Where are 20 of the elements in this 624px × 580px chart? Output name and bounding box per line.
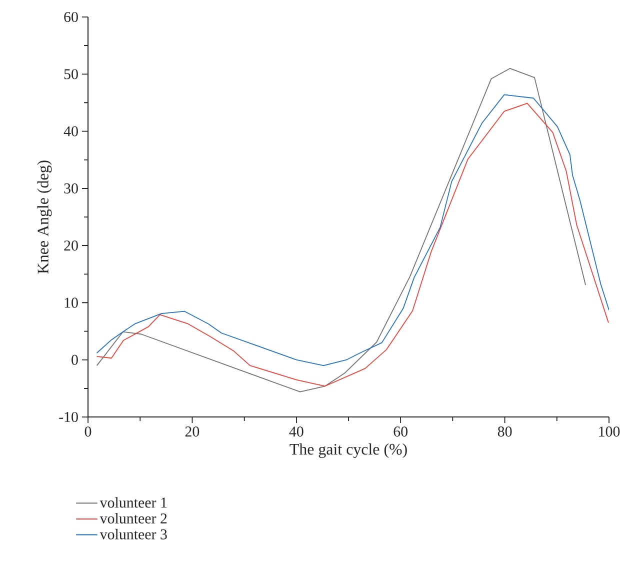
x-tick-label: 100 [599,426,620,437]
y-tick-label: 40 [64,126,78,136]
y-tick-label: 30 [64,183,78,194]
y-tick-label: 50 [64,69,78,80]
y-tick-label: 10 [64,298,78,308]
x-axis-title: The gait cycle (%) [290,443,407,458]
x-tick-label: 20 [185,426,200,437]
y-axis-title: Knee Angle (deg) [37,160,52,274]
y-tick-label: 60 [64,12,78,22]
line-series [96,68,586,392]
x-tick-label: 0 [84,426,92,437]
legend-label: volunteer 3 [100,528,167,540]
legend-label: volunteer 1 [100,497,167,508]
legend-label: volunteer 2 [100,513,167,524]
y-tick-label: 20 [64,240,78,251]
y-tick-label: -10 [59,412,78,422]
y-tick-label: 0 [72,354,78,365]
x-tick-label: 60 [394,426,408,437]
x-tick-label: 40 [289,426,304,437]
x-tick-label: 80 [498,426,512,437]
